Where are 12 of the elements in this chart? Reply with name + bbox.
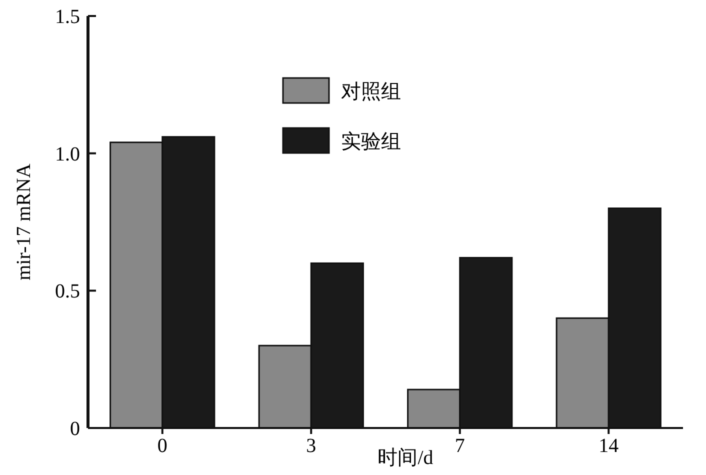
x-tick-label: 7 — [454, 435, 465, 457]
x-tick-label: 0 — [157, 435, 168, 457]
y-tick-label: 0.5 — [55, 280, 80, 303]
legend-label: 对照组 — [341, 81, 401, 103]
x-tick-label: 14 — [598, 435, 619, 457]
x-tick-label: 3 — [306, 435, 316, 457]
y-tick-label: 1.5 — [55, 6, 80, 28]
legend-label: 实验组 — [341, 131, 401, 153]
y-tick-label: 0 — [70, 418, 80, 440]
y-axis-title: mir-17 mRNA — [13, 163, 35, 280]
x-axis-title: 时间/d — [378, 447, 434, 469]
y-tick-label: 1.0 — [55, 143, 80, 166]
